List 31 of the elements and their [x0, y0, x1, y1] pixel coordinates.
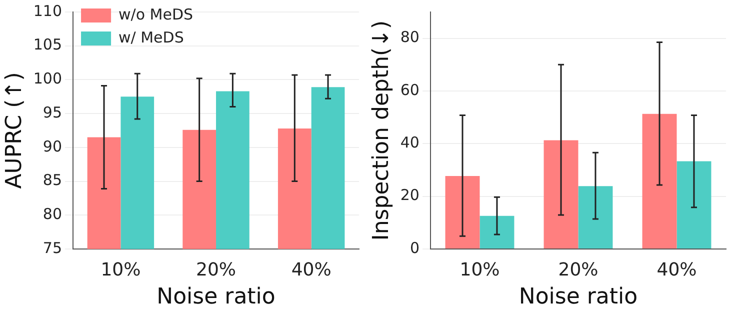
y-tick-label: 90: [42, 137, 62, 156]
y-tick-label: 80: [400, 28, 420, 46]
y-tick-label: 80: [42, 205, 62, 224]
y-tick-label: 0: [410, 238, 420, 257]
y-tick-label: 75: [42, 238, 62, 257]
x-tick-label: 40%: [656, 259, 697, 280]
x-axis-title: Noise ratio: [518, 284, 638, 310]
y-tick-label: 110: [33, 2, 62, 20]
y-tick-label: 85: [42, 171, 62, 190]
y-tick-label: 60: [400, 80, 420, 99]
x-tick-label: 40%: [291, 259, 332, 280]
bar: [544, 140, 578, 248]
x-tick-label: 10%: [100, 259, 141, 280]
y-tick-label: 20: [400, 186, 420, 204]
y-tick-label: 95: [42, 103, 62, 122]
legend-label: w/o MeDS: [118, 5, 194, 24]
x-axis-title: Noise ratio: [156, 284, 276, 310]
y-axis-title: AUPRC (↑): [2, 72, 27, 189]
x-tick-label: 20%: [196, 259, 236, 280]
bar: [642, 114, 677, 248]
bar: [676, 161, 712, 248]
x-tick-label: 10%: [460, 259, 500, 280]
y-tick-label: 105: [33, 36, 62, 54]
bar: [445, 176, 480, 248]
bar: [578, 186, 613, 248]
y-tick-label: 100: [33, 70, 62, 88]
y-tick-label: 40: [400, 134, 420, 152]
x-tick-label: 20%: [558, 259, 598, 280]
bar: [480, 216, 514, 248]
legend-label: w/ MeDS: [118, 28, 184, 46]
y-axis-title: Inspection depth(↓): [368, 20, 394, 241]
